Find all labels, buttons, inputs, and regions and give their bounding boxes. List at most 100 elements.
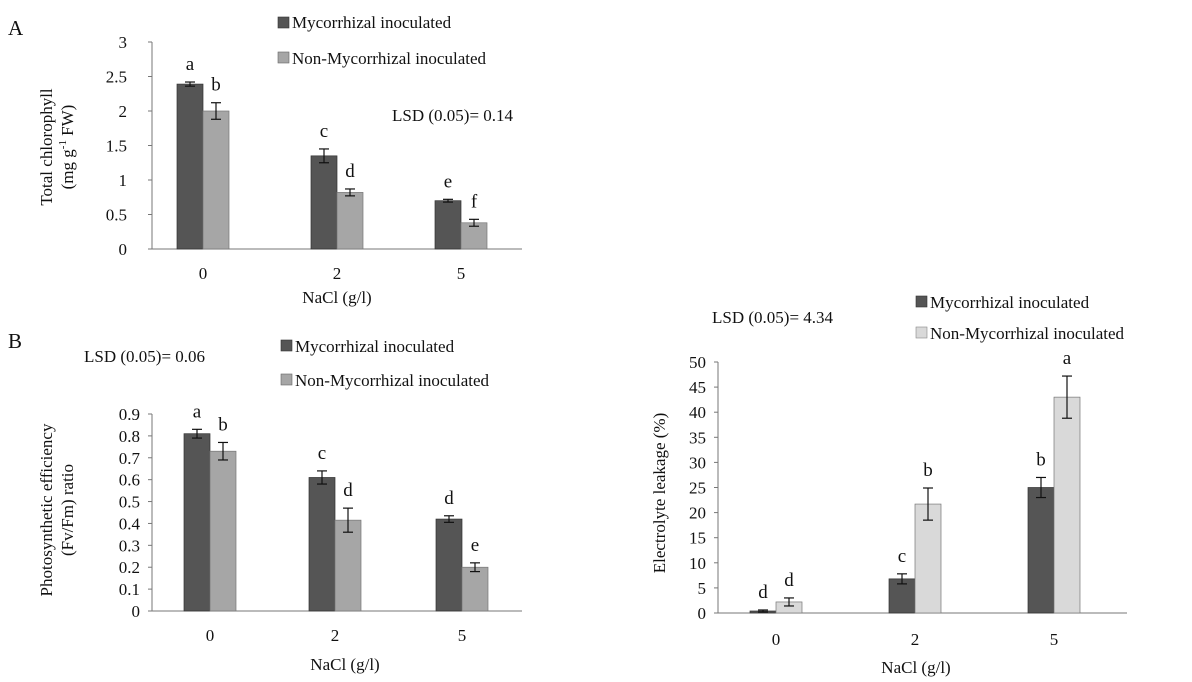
x-tick-label: 2	[911, 630, 920, 649]
y-tick-label: 0	[119, 240, 128, 259]
y-axis-title-line2: (Fv/Fm) ratio	[58, 464, 77, 556]
lsd-annotation-b: LSD (0.05)= 0.06	[84, 347, 205, 366]
y-tick-label: 0.7	[119, 449, 141, 468]
y-tick-label: 3	[119, 33, 128, 52]
panel-label-a: A	[8, 16, 24, 40]
significance-letter: e	[471, 535, 479, 556]
x-tick-label: 0	[772, 630, 781, 649]
chart-panel-a: A Total chlorophyll (mg g-1 FW) 0 0.5 1 1.5…	[8, 13, 522, 307]
bar	[308, 477, 336, 612]
bar	[434, 200, 462, 250]
y-tick-label: 40	[689, 403, 706, 422]
bars-a: a c e b d f	[176, 54, 488, 250]
y-axis-title-part: (mg g	[58, 149, 77, 190]
y-axis-title-part-end: FW)	[58, 105, 77, 140]
y-tick-label: 0.3	[119, 536, 140, 555]
y-axis-title-a: Total chlorophyll (mg g-1 FW)	[37, 88, 77, 206]
x-tick-label: 2	[333, 264, 342, 283]
y-tick-label: 0	[698, 604, 707, 623]
bar	[435, 518, 463, 612]
y-axis-title-line1: Total chlorophyll	[37, 88, 56, 206]
y-tick-label: 50	[689, 353, 706, 372]
significance-letter: d	[444, 488, 454, 509]
y-tick-label: 30	[689, 453, 706, 472]
y-tick-label: 0.8	[119, 427, 140, 446]
y-axis-title-b: Photosynthetic efficiency (Fv/Fm) ratio	[37, 423, 77, 596]
y-tick-label: 35	[689, 428, 706, 447]
legend-label-mycorrhizal: Mycorrhizal inoculated	[930, 293, 1090, 312]
x-tick-label: 5	[458, 626, 467, 645]
significance-letter: b	[1036, 449, 1046, 470]
legend-c: Mycorrhizal inoculated Non-Mycorrhizal i…	[915, 293, 1125, 343]
panel-label-b: B	[8, 329, 22, 353]
bars-c: d c b d b a	[749, 348, 1081, 614]
significance-letter: d	[343, 480, 353, 501]
bar	[1027, 487, 1055, 614]
y-axis-title-c: Electrolyte leakage (%)	[650, 413, 669, 573]
significance-letter: d	[758, 582, 768, 603]
y-tick-label: 45	[689, 378, 706, 397]
legend-label-non-mycorrhizal: Non-Mycorrhizal inoculated	[292, 49, 487, 68]
y-axis-title-line1: Electrolyte leakage (%)	[650, 413, 669, 573]
x-tick-label: 5	[1050, 630, 1059, 649]
bar	[334, 519, 362, 612]
legend-label-non-mycorrhizal: Non-Mycorrhizal inoculated	[295, 371, 490, 390]
legend-swatch-non-mycorrhizal	[915, 326, 928, 339]
significance-letter: b	[211, 75, 221, 96]
significance-letter: a	[193, 401, 202, 422]
bar	[202, 110, 230, 250]
legend-swatch-mycorrhizal	[915, 295, 928, 308]
significance-letter: b	[218, 414, 228, 435]
chart-panel-c: Electrolyte leakage (%) 0510152025303540…	[650, 293, 1127, 677]
legend-swatch-mycorrhizal	[277, 16, 290, 29]
bar	[176, 83, 204, 250]
bar	[1053, 396, 1081, 614]
legend-b: Mycorrhizal inoculated Non-Mycorrhizal i…	[280, 337, 490, 390]
lsd-annotation-a: LSD (0.05)= 0.14	[392, 106, 514, 125]
y-tick-label: 15	[689, 529, 706, 548]
x-tick-label: 2	[331, 626, 340, 645]
x-axis-title-b: NaCl (g/l)	[310, 655, 379, 674]
y-tick-label: 2.5	[106, 68, 127, 87]
y-tick-label: 0.6	[119, 471, 140, 490]
y-tick-label: 0.2	[119, 558, 140, 577]
y-axis-title-line2: (mg g-1 FW)	[57, 105, 77, 190]
chart-panel-b: B Photosynthetic efficiency (Fv/Fm) rati…	[8, 329, 522, 674]
bar	[914, 503, 942, 614]
y-ticks-a: 0 0.5 1 1.5 2 2.5 3 0 2 5	[106, 33, 466, 283]
significance-letter: c	[898, 546, 906, 567]
significance-letter: b	[923, 460, 933, 481]
legend-swatch-non-mycorrhizal	[277, 51, 290, 64]
bar	[888, 578, 916, 614]
bar	[209, 450, 237, 612]
y-tick-label: 0.4	[119, 514, 141, 533]
significance-letter: a	[1063, 348, 1072, 369]
legend-label-mycorrhizal: Mycorrhizal inoculated	[292, 13, 452, 32]
lsd-annotation-c: LSD (0.05)= 4.34	[712, 308, 834, 327]
y-tick-label: 0.9	[119, 405, 140, 424]
significance-letter: c	[320, 121, 328, 142]
y-tick-label: 0.1	[119, 580, 140, 599]
bar	[461, 566, 489, 612]
legend-swatch-mycorrhizal	[280, 339, 293, 352]
y-tick-label: 2	[119, 102, 128, 121]
x-axis-title-a: NaCl (g/l)	[302, 288, 371, 307]
y-axis-title-superscript: -1	[57, 140, 69, 149]
y-tick-label: 0.5	[119, 493, 140, 512]
significance-letter: d	[345, 161, 355, 182]
y-ticks-b: 0 0.1 0.2 0.3 0.4 0.5 0.6 0.7 0.8 0.9 0 2 5	[119, 405, 467, 645]
y-tick-label: 0.5	[106, 206, 127, 225]
y-tick-label: 20	[689, 504, 706, 523]
significance-letter: e	[444, 171, 452, 192]
y-axis-title-line1: Photosynthetic efficiency	[37, 423, 56, 596]
bar	[336, 192, 364, 250]
y-tick-label: 0	[132, 602, 141, 621]
x-axis-title-c: NaCl (g/l)	[881, 658, 950, 677]
legend-swatch-non-mycorrhizal	[280, 373, 293, 386]
x-tick-label: 0	[199, 264, 208, 283]
significance-letter: d	[784, 570, 794, 591]
legend-a: Mycorrhizal inoculated Non-Mycorrhizal i…	[277, 13, 487, 68]
